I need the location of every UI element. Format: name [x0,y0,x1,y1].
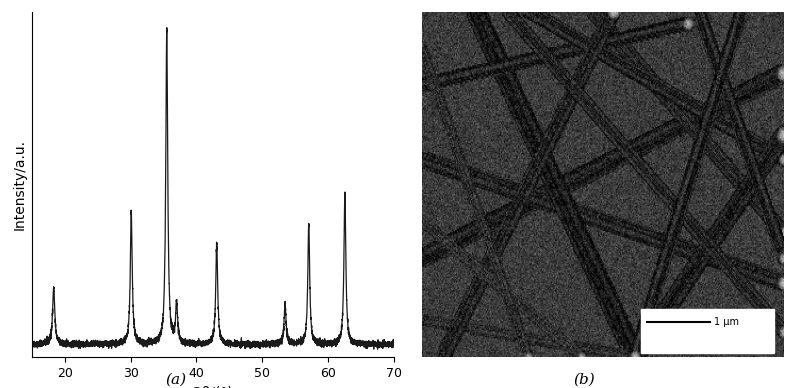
X-axis label: 2θ/(°): 2θ/(°) [193,385,233,388]
Bar [642,308,774,353]
Y-axis label: Intensity/a.u.: Intensity/a.u. [13,139,26,230]
Text: (a): (a) [166,373,186,387]
Text: 1 μm: 1 μm [714,317,739,327]
Text: (b): (b) [573,373,595,387]
